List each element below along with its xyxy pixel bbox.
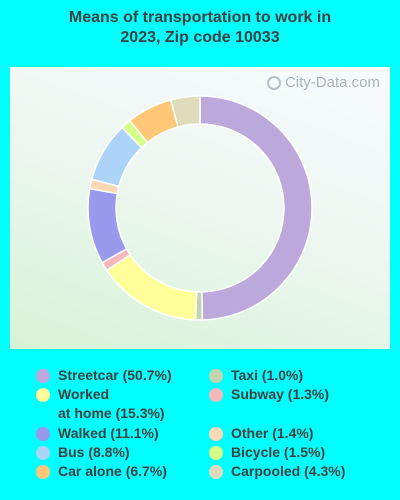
donut-slice-carpooled [169, 95, 201, 128]
donut-slice-walked [87, 187, 128, 264]
chart-title-line2: 2023, Zip code 10033 [120, 29, 280, 46]
watermark: City-Data.com [266, 74, 380, 91]
chart-title: Means of transportation to work in 2023,… [0, 8, 400, 48]
watermark-text: City-Data.com [284, 74, 380, 91]
donut-slice-streetcar [199, 95, 313, 321]
chart-title-line1: Means of transportation to work in [68, 9, 332, 26]
search-icon [266, 75, 281, 90]
donut-slice-worked-at-home [105, 253, 198, 321]
